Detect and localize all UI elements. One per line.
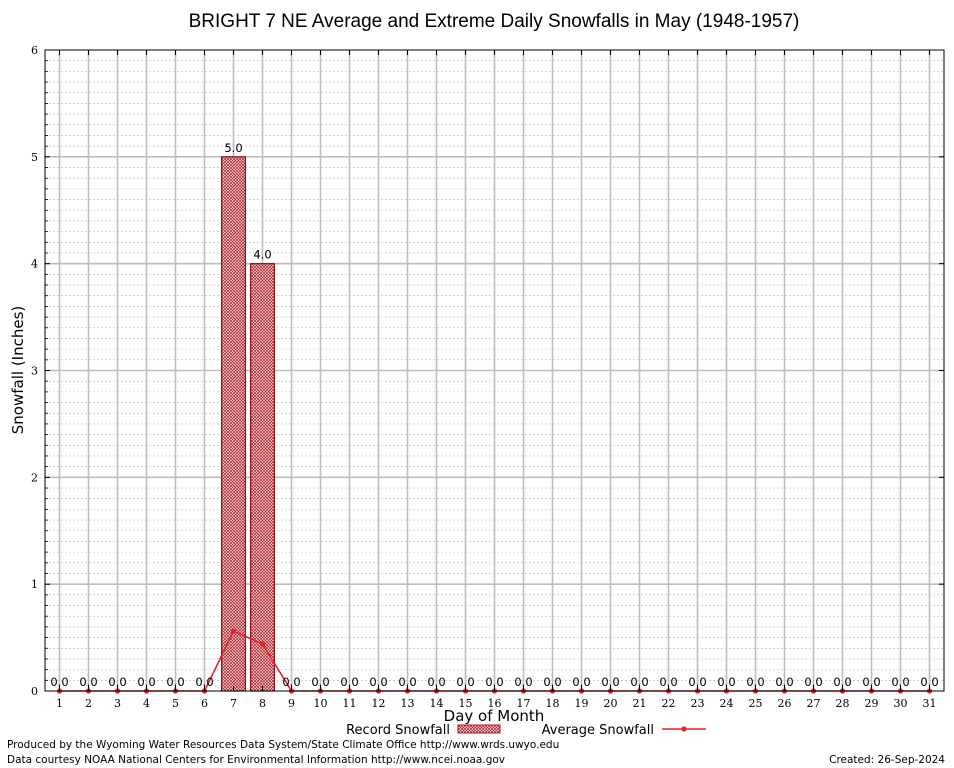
legend-average-label: Average Snowfall	[542, 723, 654, 738]
y-axis-label: Snowfall (Inches)	[9, 306, 27, 434]
x-tick-label: 5	[172, 697, 179, 710]
record-value-label-day-31: 0.0	[920, 675, 938, 689]
record-value-label-day-8: 4.0	[253, 248, 271, 262]
legend-record-swatch	[457, 724, 501, 734]
footer-produced-by: Produced by the Wyoming Water Resources …	[7, 739, 559, 751]
record-value-label-day-17: 0.0	[514, 675, 532, 689]
record-value-label-day-11: 0.0	[340, 675, 358, 689]
bar-labels: 0.0 0.0 0.0 0.0 0.0 0.0 5.0 4.0 0.0 0.0 0.0 0.0 0.0 0…	[50, 141, 938, 689]
x-tick-label: 12	[372, 697, 386, 710]
bars	[221, 156, 275, 692]
x-tick-label: 25	[749, 697, 763, 710]
record-value-label-day-14: 0.0	[427, 675, 445, 689]
y-tick-label: 1	[31, 578, 38, 591]
record-value-label-day-18: 0.0	[543, 675, 561, 689]
x-axis-ticks: 1 2 3 4 5 6 7 8 9 10 11 12 13 14 15 16 17 18 19 20 21 22 23 24 2…	[56, 50, 937, 710]
x-tick-label: 31	[923, 697, 937, 710]
record-value-label-day-25: 0.0	[746, 675, 764, 689]
y-tick-label: 0	[31, 685, 38, 698]
record-value-label-day-2: 0.0	[79, 675, 97, 689]
record-value-label-day-3: 0.0	[108, 675, 126, 689]
record-value-label-day-26: 0.0	[775, 675, 793, 689]
record-value-label-day-12: 0.0	[369, 675, 387, 689]
record-bar-day-8	[250, 263, 275, 692]
x-tick-label: 24	[720, 697, 734, 710]
record-value-label-day-20: 0.0	[601, 675, 619, 689]
x-tick-label: 26	[778, 697, 792, 710]
record-value-label-day-28: 0.0	[833, 675, 851, 689]
x-tick-label: 22	[662, 697, 676, 710]
x-tick-label: 29	[865, 697, 879, 710]
x-tick-label: 11	[343, 697, 357, 710]
legend: Record Snowfall Average Snowfall	[346, 723, 706, 738]
y-tick-label: 4	[31, 258, 38, 271]
grid	[45, 50, 944, 691]
chart-title: BRIGHT 7 NE Average and Extreme Daily Sn…	[189, 11, 800, 32]
x-tick-label: 7	[230, 697, 237, 710]
x-tick-label: 18	[546, 697, 560, 710]
x-tick-label: 21	[633, 697, 647, 710]
x-tick-label: 28	[836, 697, 850, 710]
y-tick-label: 6	[31, 44, 38, 57]
y-tick-label: 2	[31, 471, 38, 484]
x-tick-label: 2	[85, 697, 92, 710]
average-point-day-8	[259, 641, 266, 647]
x-tick-label: 14	[430, 697, 444, 710]
record-bar-day-7	[221, 156, 246, 692]
x-tick-label: 3	[114, 697, 121, 710]
x-tick-label: 20	[604, 697, 618, 710]
record-value-label-day-16: 0.0	[485, 675, 503, 689]
x-tick-label: 10	[314, 697, 328, 710]
record-value-label-day-9: 0.0	[282, 675, 300, 689]
x-tick-label: 17	[517, 697, 531, 710]
record-value-label-day-23: 0.0	[688, 675, 706, 689]
record-value-label-day-10: 0.0	[311, 675, 329, 689]
record-value-label-day-5: 0.0	[166, 675, 184, 689]
x-tick-label: 27	[807, 697, 821, 710]
record-value-label-day-4: 0.0	[137, 675, 155, 689]
record-value-label-day-19: 0.0	[572, 675, 590, 689]
legend-record-label: Record Snowfall	[346, 723, 450, 738]
record-value-label-day-22: 0.0	[659, 675, 677, 689]
x-tick-label: 30	[894, 697, 908, 710]
footer-created: Created: 26-Sep-2024	[829, 754, 945, 766]
x-axis-label: Day of Month	[444, 707, 545, 725]
x-tick-label: 15	[459, 697, 473, 710]
x-tick-label: 13	[401, 697, 415, 710]
record-value-label-day-13: 0.0	[398, 675, 416, 689]
record-value-label-day-15: 0.0	[456, 675, 474, 689]
record-value-label-day-29: 0.0	[862, 675, 880, 689]
legend-average-marker	[681, 726, 687, 732]
x-tick-label: 19	[575, 697, 589, 710]
record-value-label-day-6: 0.0	[195, 675, 213, 689]
record-value-label-day-7: 5.0	[224, 141, 242, 155]
record-value-label-day-27: 0.0	[804, 675, 822, 689]
record-value-label-day-1: 0.0	[50, 675, 68, 689]
record-value-label-day-24: 0.0	[717, 675, 735, 689]
x-tick-label: 6	[201, 697, 208, 710]
y-tick-label: 3	[31, 365, 38, 378]
x-tick-label: 4	[143, 697, 150, 710]
record-value-label-day-30: 0.0	[891, 675, 909, 689]
record-value-label-day-21: 0.0	[630, 675, 648, 689]
x-tick-label: 23	[691, 697, 705, 710]
x-tick-label: 8	[259, 697, 266, 710]
y-axis-ticks: 0 1 2 3 4 5 6	[31, 44, 944, 698]
footer-data-courtesy: Data courtesy NOAA National Centers for …	[7, 754, 505, 766]
x-tick-label: 1	[56, 697, 63, 710]
average-point-day-7	[230, 628, 237, 634]
x-tick-label: 16	[488, 697, 502, 710]
x-tick-label: 9	[288, 697, 295, 710]
y-tick-label: 5	[31, 151, 38, 164]
